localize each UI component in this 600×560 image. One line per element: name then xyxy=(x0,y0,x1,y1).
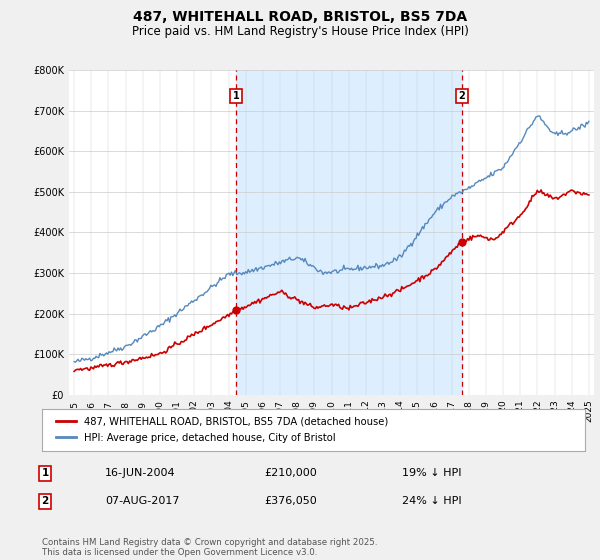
Text: 07-AUG-2017: 07-AUG-2017 xyxy=(105,496,179,506)
Text: 487, WHITEHALL ROAD, BRISTOL, BS5 7DA: 487, WHITEHALL ROAD, BRISTOL, BS5 7DA xyxy=(133,10,467,24)
Text: Contains HM Land Registry data © Crown copyright and database right 2025.
This d: Contains HM Land Registry data © Crown c… xyxy=(42,538,377,557)
Legend: 487, WHITEHALL ROAD, BRISTOL, BS5 7DA (detached house), HPI: Average price, deta: 487, WHITEHALL ROAD, BRISTOL, BS5 7DA (d… xyxy=(52,413,392,447)
Text: 24% ↓ HPI: 24% ↓ HPI xyxy=(402,496,461,506)
Text: £376,050: £376,050 xyxy=(264,496,317,506)
Text: 1: 1 xyxy=(233,91,239,101)
Text: 19% ↓ HPI: 19% ↓ HPI xyxy=(402,468,461,478)
Text: 16-JUN-2004: 16-JUN-2004 xyxy=(105,468,176,478)
Bar xyxy=(236,70,462,395)
Text: 1: 1 xyxy=(41,468,49,478)
Text: £210,000: £210,000 xyxy=(264,468,317,478)
Text: Price paid vs. HM Land Registry's House Price Index (HPI): Price paid vs. HM Land Registry's House … xyxy=(131,25,469,38)
Text: 2: 2 xyxy=(41,496,49,506)
Text: 2: 2 xyxy=(458,91,465,101)
